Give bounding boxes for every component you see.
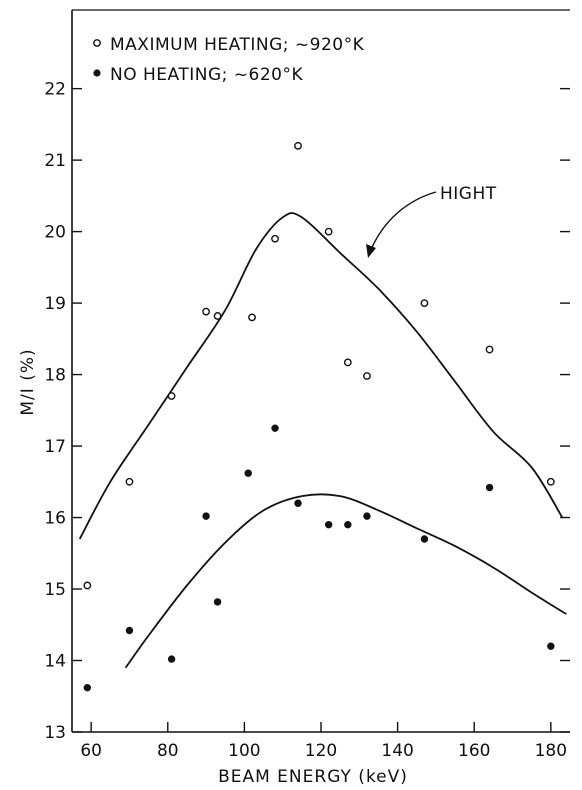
axis-ticks: 13 14 15 16 17 18 19 20 21 22 60 80 100 120 140 160 180: [44, 80, 570, 761]
y-tick-label: 18: [44, 366, 66, 386]
data-point-filled: [167, 655, 176, 663]
curve-lower: [124, 493, 567, 669]
data-point-filled: [271, 424, 279, 432]
data-point-filled: [485, 483, 494, 492]
data-point-open: [202, 307, 210, 316]
data-point-filled: [363, 512, 371, 520]
x-axis-title: BEAM ENERGY (keV): [218, 767, 408, 787]
data-point-filled: [83, 683, 92, 692]
plot-frame: [71, 9, 570, 733]
data-point-open: [271, 234, 279, 243]
data-point-open: [83, 581, 92, 590]
annotation-arrow: [369, 191, 437, 253]
data-point-open: [546, 477, 555, 486]
legend-marker-filled-circle: [93, 69, 101, 77]
data-point-open: [485, 345, 494, 354]
data-point-open: [363, 372, 371, 380]
x-tick-label: 120: [305, 741, 337, 761]
y-tick-label: 19: [44, 294, 66, 314]
data-point-filled: [202, 512, 210, 520]
legend: MAXIMUM HEATING; ~920°K NO HEATING; ~620…: [93, 35, 364, 85]
data-point-open: [248, 313, 256, 322]
y-tick-label: 15: [44, 580, 66, 600]
data-point-filled: [213, 598, 222, 606]
x-tick-label: 160: [458, 741, 490, 761]
data-point-open: [167, 392, 176, 400]
data-points: [83, 141, 555, 692]
x-tick-label: 60: [80, 741, 102, 761]
y-tick-label: 17: [44, 437, 66, 457]
legend-marker-open-circle: [93, 39, 101, 47]
y-axis-title: M/I (%): [18, 348, 38, 415]
y-tick-label: 16: [44, 509, 66, 529]
data-point-filled: [344, 520, 352, 529]
y-tick-label: 14: [44, 652, 66, 672]
data-point-filled: [125, 626, 134, 635]
data-point-open: [294, 141, 302, 150]
y-tick-label: 21: [44, 151, 66, 171]
data-point-filled: [294, 499, 302, 507]
data-point-open: [213, 312, 222, 320]
curve-hight: [78, 212, 564, 540]
data-point-open: [125, 477, 134, 486]
annotation-arrowhead: [366, 244, 376, 258]
x-tick-label: 100: [228, 741, 260, 761]
y-tick-label: 20: [44, 223, 66, 243]
legend-label-maximum-heating: MAXIMUM HEATING; ~920°K: [110, 35, 365, 55]
data-point-filled: [547, 642, 555, 650]
x-tick-label: 80: [157, 741, 179, 761]
data-point-open: [343, 358, 352, 367]
fit-curves: [78, 212, 567, 669]
y-tick-label: 13: [44, 723, 66, 743]
x-tick-label: 140: [381, 741, 413, 761]
data-point-filled: [324, 520, 333, 529]
legend-label-no-heating: NO HEATING; ~620°K: [110, 65, 303, 85]
data-point-open: [420, 299, 429, 307]
data-point-filled: [420, 535, 429, 543]
x-tick-label: 180: [535, 741, 567, 761]
annotation-hight: HIGHT: [366, 184, 497, 258]
data-point-open: [324, 227, 333, 236]
y-tick-label: 22: [44, 80, 66, 100]
annotation-label: HIGHT: [440, 184, 497, 204]
data-point-filled: [244, 469, 252, 477]
